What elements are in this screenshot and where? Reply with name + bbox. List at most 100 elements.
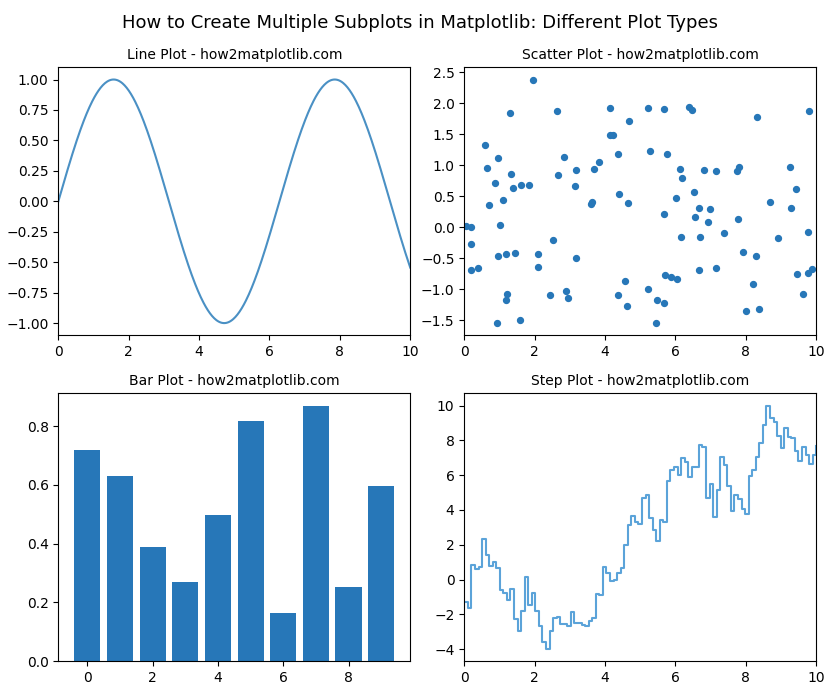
Point bbox=[488, 178, 501, 189]
Point bbox=[551, 169, 564, 181]
Point bbox=[471, 262, 485, 274]
Point bbox=[709, 166, 722, 177]
Point bbox=[513, 314, 527, 326]
Point bbox=[643, 146, 657, 157]
Point bbox=[670, 273, 684, 284]
Point bbox=[584, 198, 597, 209]
Point bbox=[649, 317, 663, 328]
Text: How to Create Multiple Subplots in Matplotlib: Different Plot Types: How to Create Multiple Subplots in Matpl… bbox=[122, 14, 718, 32]
Point bbox=[603, 102, 617, 113]
Point bbox=[659, 270, 672, 281]
Point bbox=[687, 186, 701, 197]
Bar bbox=[238, 421, 264, 662]
Point bbox=[592, 156, 606, 167]
Point bbox=[771, 233, 785, 244]
Point bbox=[641, 102, 654, 113]
Point bbox=[585, 197, 599, 208]
Bar bbox=[172, 582, 198, 662]
Point bbox=[694, 231, 707, 242]
Point bbox=[710, 262, 723, 273]
Point bbox=[739, 305, 753, 316]
Point bbox=[514, 180, 528, 191]
Title: Scatter Plot - how2matplotlib.com: Scatter Plot - how2matplotlib.com bbox=[522, 48, 759, 62]
Point bbox=[522, 179, 535, 190]
Point bbox=[603, 130, 617, 141]
Title: Step Plot - how2matplotlib.com: Step Plot - how2matplotlib.com bbox=[531, 374, 749, 388]
Point bbox=[730, 165, 743, 176]
Point bbox=[801, 268, 815, 279]
Point bbox=[664, 272, 677, 283]
Point bbox=[491, 251, 505, 262]
Point bbox=[703, 203, 717, 214]
Point bbox=[543, 290, 557, 301]
Point bbox=[753, 303, 766, 314]
Point bbox=[673, 163, 686, 174]
Bar bbox=[368, 486, 394, 662]
Point bbox=[496, 195, 510, 206]
Point bbox=[732, 214, 745, 225]
Point bbox=[747, 279, 760, 290]
Point bbox=[559, 286, 573, 297]
Point bbox=[732, 162, 746, 173]
Point bbox=[692, 202, 706, 213]
Point bbox=[622, 197, 635, 209]
Point bbox=[657, 298, 670, 309]
Bar bbox=[303, 406, 329, 662]
Point bbox=[527, 74, 540, 85]
Bar bbox=[205, 515, 231, 662]
Point bbox=[642, 284, 655, 295]
Point bbox=[620, 300, 633, 312]
Point bbox=[507, 182, 520, 193]
Point bbox=[658, 104, 671, 115]
Point bbox=[806, 263, 819, 274]
Point bbox=[465, 238, 478, 249]
Point bbox=[508, 247, 522, 258]
Point bbox=[499, 249, 512, 260]
Point bbox=[717, 228, 731, 239]
Point bbox=[790, 183, 803, 195]
Point bbox=[493, 220, 507, 231]
Point bbox=[612, 188, 625, 199]
Point bbox=[618, 275, 632, 286]
Point bbox=[504, 169, 517, 180]
Bar bbox=[270, 613, 297, 662]
Bar bbox=[139, 547, 165, 662]
Point bbox=[570, 164, 583, 176]
Point bbox=[736, 246, 749, 258]
Point bbox=[491, 153, 505, 164]
Point bbox=[683, 102, 696, 113]
Bar bbox=[107, 476, 133, 662]
Bar bbox=[75, 451, 101, 662]
Point bbox=[802, 105, 816, 116]
Point bbox=[701, 216, 715, 228]
Point bbox=[465, 221, 478, 232]
Point bbox=[749, 250, 763, 261]
Point bbox=[532, 248, 545, 260]
Point bbox=[622, 116, 636, 127]
Point bbox=[557, 152, 570, 163]
Point bbox=[562, 293, 575, 304]
Point bbox=[570, 253, 583, 264]
Point bbox=[669, 193, 683, 204]
Point bbox=[697, 164, 711, 176]
Point bbox=[499, 295, 512, 306]
Point bbox=[764, 197, 777, 208]
Point bbox=[783, 161, 796, 172]
Bar bbox=[335, 587, 361, 662]
Point bbox=[587, 163, 601, 174]
Point bbox=[658, 209, 671, 220]
Title: Line Plot - how2matplotlib.com: Line Plot - how2matplotlib.com bbox=[127, 48, 342, 62]
Point bbox=[500, 288, 513, 300]
Point bbox=[459, 220, 473, 232]
Point bbox=[689, 211, 702, 223]
Point bbox=[491, 318, 504, 329]
Point bbox=[675, 172, 688, 183]
Point bbox=[785, 202, 798, 214]
Point bbox=[479, 139, 492, 150]
Point bbox=[547, 234, 560, 246]
Point bbox=[612, 290, 625, 301]
Point bbox=[660, 148, 674, 159]
Point bbox=[482, 199, 496, 211]
Title: Bar Plot - how2matplotlib.com: Bar Plot - how2matplotlib.com bbox=[129, 374, 339, 388]
Point bbox=[692, 265, 706, 276]
